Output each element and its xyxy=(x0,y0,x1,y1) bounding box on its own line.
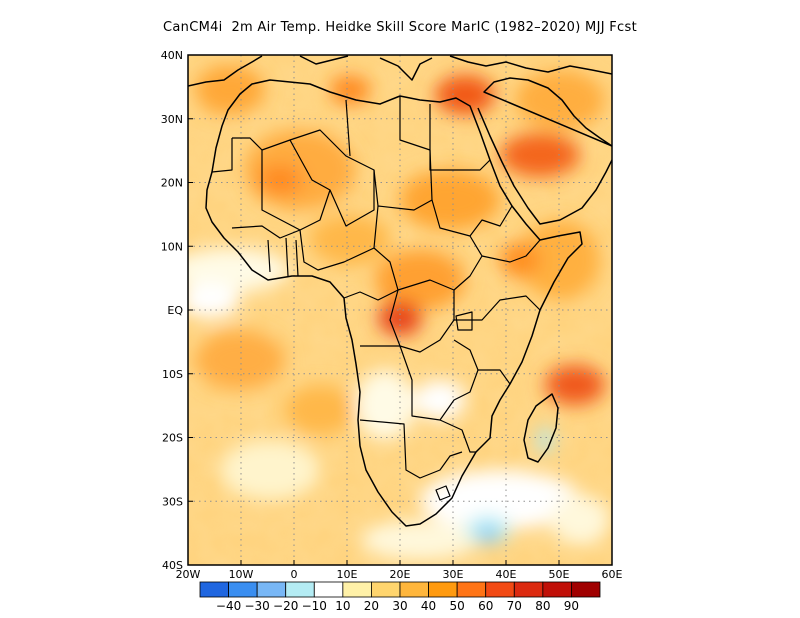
country-border xyxy=(231,225,301,277)
country-border xyxy=(343,247,399,301)
latitude-axis: 40N 30N 20N 10N EQ 10S 20S 30S 40S xyxy=(161,49,193,572)
country-border xyxy=(455,311,473,331)
latitude-tick-label: 40S xyxy=(162,559,183,572)
colorbar-label: 30 xyxy=(392,599,407,613)
field-patch xyxy=(195,330,285,390)
field-patch xyxy=(435,75,495,115)
colorbar-label: −30 xyxy=(244,599,269,613)
map-title: CanCM4i 2m Air Temp. Heidke Skill Score … xyxy=(163,20,637,35)
field-patch xyxy=(550,495,610,545)
field-patch xyxy=(420,470,580,530)
colorbar-swatch xyxy=(371,581,401,598)
field-patch xyxy=(415,380,465,420)
graticule xyxy=(188,55,612,565)
field-patch xyxy=(515,70,605,130)
longitude-tick-label: 10W xyxy=(229,568,254,581)
coastlines-borders xyxy=(188,55,612,527)
field-patch xyxy=(285,385,355,435)
country-border xyxy=(360,339,479,421)
field-patch xyxy=(375,250,465,310)
field-patch xyxy=(355,370,415,440)
colorbar-label: −10 xyxy=(302,599,327,613)
country-border xyxy=(439,419,476,453)
field-patch xyxy=(360,520,480,560)
europe-coastline xyxy=(188,55,612,87)
country-borders xyxy=(211,96,541,501)
latitude-tick-label: EQ xyxy=(167,304,183,317)
arabia-coastline xyxy=(477,77,612,225)
colorbar-swatch xyxy=(428,581,458,598)
colorbar-label: 10 xyxy=(335,599,350,613)
longitude-axis: 20W 10W 0 10E 20E 30E 40E 50E 60E xyxy=(176,560,623,581)
country-border xyxy=(261,139,331,231)
latitude-tick-label: 30N xyxy=(161,113,183,126)
colorbar-swatch xyxy=(313,581,344,598)
field-patch xyxy=(220,440,320,500)
country-border xyxy=(454,295,541,321)
africa-coastline xyxy=(205,79,583,527)
colorbar-swatch xyxy=(228,581,258,598)
field-patch xyxy=(310,215,390,265)
colorbar-swatch xyxy=(571,581,601,598)
country-border xyxy=(431,199,513,237)
longitude-tick-label: 0 xyxy=(291,568,298,581)
country-border xyxy=(435,485,451,501)
colorbar-swatch xyxy=(199,581,229,598)
field-patch xyxy=(188,282,240,318)
country-border xyxy=(429,104,491,171)
longitude-tick-label: 10E xyxy=(337,568,358,581)
colorbar-label: 20 xyxy=(364,599,379,613)
latitude-tick-label: 40N xyxy=(161,49,183,62)
field-patch xyxy=(188,248,290,292)
country-border xyxy=(299,205,379,271)
colorbar-label: −40 xyxy=(216,599,241,613)
field-patch xyxy=(545,365,605,405)
latitude-tick-label: 20S xyxy=(162,432,183,445)
colorbar-swatch xyxy=(485,581,515,598)
madagascar-coastline xyxy=(523,393,559,463)
colorbar-swatch xyxy=(342,581,372,598)
colorbar-label: 60 xyxy=(478,599,493,613)
longitude-tick-label: 60E xyxy=(602,568,623,581)
colorbar-label: 90 xyxy=(564,599,579,613)
latitude-tick-label: 30S xyxy=(162,495,183,508)
colorbar: −40 −30 −20 −10 10 20 30 40 50 60 70 80 90 xyxy=(199,581,601,613)
colorbar-swatch xyxy=(285,581,315,598)
latitude-tick-label: 10N xyxy=(161,240,183,253)
country-border xyxy=(478,369,511,385)
field-patch xyxy=(378,300,422,336)
field-patch xyxy=(330,75,370,105)
colorbar-label: 70 xyxy=(507,599,522,613)
longitude-tick-label: 20E xyxy=(390,568,411,581)
colorbar-label: 40 xyxy=(421,599,436,613)
latitude-tick-label: 10S xyxy=(162,368,183,381)
field-patch xyxy=(500,133,580,177)
longitude-tick-label: 20W xyxy=(176,568,201,581)
latitude-tick-label: 20N xyxy=(161,177,183,190)
colorbar-swatch xyxy=(542,581,572,598)
country-border xyxy=(211,137,263,173)
country-border xyxy=(481,239,541,263)
field-patch xyxy=(479,529,497,541)
country-border xyxy=(397,235,483,291)
longitude-tick-label: 30E xyxy=(443,568,464,581)
colorbar-label: −20 xyxy=(273,599,298,613)
colorbar-label: 50 xyxy=(450,599,465,613)
colorbar-swatch xyxy=(456,581,487,598)
colorbar-label: 80 xyxy=(535,599,550,613)
colorbar-swatch xyxy=(513,581,544,598)
colorbar-swatch xyxy=(399,581,429,598)
field-patch xyxy=(258,165,302,195)
country-border xyxy=(359,419,463,479)
colorbar-swatch xyxy=(256,581,287,598)
longitude-tick-label: 40E xyxy=(496,568,517,581)
longitude-tick-label: 50E xyxy=(549,568,570,581)
field-patch xyxy=(400,170,500,230)
field-patch xyxy=(195,65,265,115)
